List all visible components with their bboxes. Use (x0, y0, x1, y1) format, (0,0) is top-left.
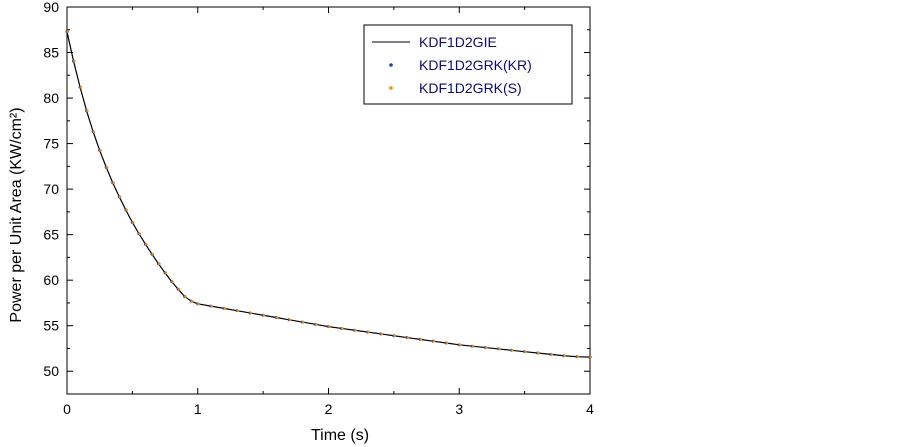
data-point-s (537, 351, 540, 355)
y-tick-label: 85 (43, 45, 59, 61)
y-tick-label: 80 (43, 90, 59, 106)
data-point-s (223, 307, 226, 310)
data-point-s (524, 350, 527, 353)
data-point-s (197, 302, 200, 306)
y-tick-label: 65 (43, 227, 59, 243)
data-point-s (118, 195, 122, 199)
data-point-s (458, 343, 462, 347)
legend: KDF1D2GIE KDF1D2GRK(KR) KDF1D2GRK(S) (363, 24, 573, 105)
data-point-s (177, 287, 181, 291)
data-point-s (171, 280, 174, 283)
data-point-s (66, 30, 70, 33)
data-point-s (210, 304, 213, 308)
x-axis: 0 1 2 3 4 (63, 7, 594, 417)
data-point-s (184, 295, 187, 298)
data-point-s (236, 309, 240, 312)
data-point-s (393, 334, 396, 338)
data-point-s (314, 323, 318, 326)
data-point-s (86, 109, 89, 113)
data-point-s (367, 330, 370, 334)
data-point-s (105, 165, 109, 169)
legend-swatch-s (389, 86, 393, 90)
data-point-s (262, 313, 266, 317)
data-point-s (432, 339, 436, 343)
data-point-s (563, 354, 566, 358)
data-point-s (576, 355, 580, 358)
data-point-s (328, 325, 331, 328)
data-point-s (164, 271, 168, 275)
x-tick-label: 4 (586, 401, 594, 417)
data-point-s (288, 318, 292, 322)
legend-label-s: KDF1D2GRK(S) (419, 80, 522, 96)
data-point-s (445, 341, 449, 345)
data-point-s (73, 59, 76, 63)
y-tick-label: 50 (43, 363, 59, 379)
data-point-s (406, 336, 410, 339)
legend-box (363, 24, 573, 105)
data-point-s (419, 338, 423, 341)
data-point-s (484, 346, 488, 349)
data-point-s (151, 252, 155, 256)
data-point-s (92, 130, 96, 134)
data-point-s (125, 208, 128, 212)
data-point-s (380, 332, 383, 336)
y-tick-label: 60 (43, 272, 59, 288)
data-point-s (354, 328, 357, 332)
x-axis-title: Time (s) (311, 427, 369, 444)
legend-label-gie: KDF1D2GIE (419, 34, 497, 50)
data-point-s (138, 232, 142, 236)
data-point-s (471, 344, 475, 348)
data-point-s (301, 320, 305, 324)
y-axis-title: Power per Unit Area (KW/cm²) (8, 107, 25, 322)
data-point-s (589, 355, 593, 359)
data-point-s (131, 221, 135, 224)
x-tick-label: 2 (325, 401, 333, 417)
y-tick-label: 55 (43, 318, 59, 334)
y-tick-label: 70 (43, 181, 59, 197)
x-tick-label: 3 (455, 401, 463, 417)
data-point-s (144, 242, 148, 246)
data-point-s (511, 348, 514, 352)
data-point-s (249, 311, 253, 315)
y-tick-label: 75 (43, 136, 59, 152)
data-point-s (341, 327, 344, 330)
legend-label-kr: KDF1D2GRK(KR) (419, 57, 532, 73)
data-point-s (79, 85, 83, 89)
legend-swatch-kr (389, 63, 393, 67)
data-point-s (112, 181, 115, 185)
y-axis: 50 55 60 65 70 75 80 85 90 (43, 0, 590, 395)
x-tick-label: 0 (63, 401, 71, 417)
data-point-s (550, 353, 553, 356)
y-tick-label: 90 (43, 0, 59, 15)
x-tick-label: 1 (194, 401, 202, 417)
data-point-s (497, 347, 501, 351)
series-layer (65, 30, 593, 359)
data-point-s (158, 262, 161, 266)
data-point-s (190, 299, 194, 303)
data-point-s (99, 149, 102, 152)
data-point-s (275, 316, 279, 319)
